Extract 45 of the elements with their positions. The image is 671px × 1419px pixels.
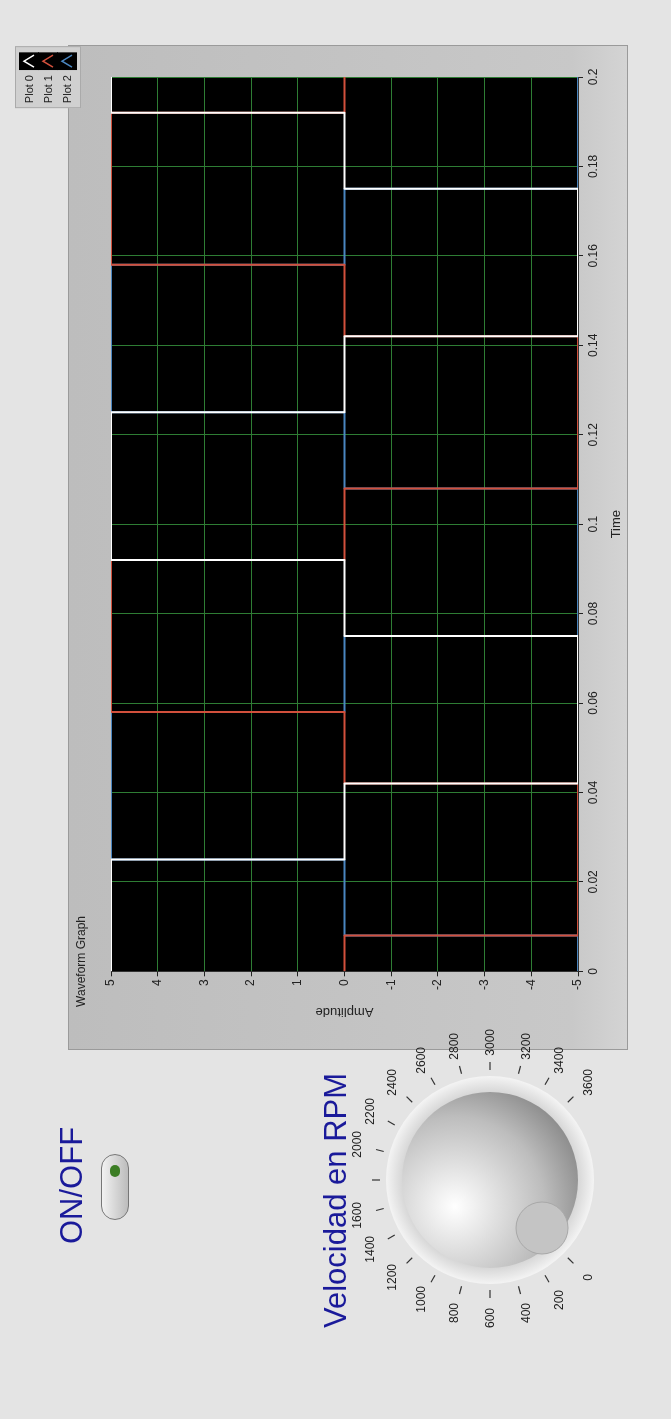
text: 1200 [385, 1264, 400, 1291]
text: 2400 [385, 1068, 400, 1096]
y-tick-label: 0.2 [586, 68, 601, 86]
text: 600 [483, 1308, 497, 1329]
y-tick-label: 0.02 [586, 869, 601, 894]
x-tick-label: 3 [196, 979, 211, 987]
x-axis-title: Amplitude [315, 1004, 374, 1020]
text: 3400 [552, 1046, 566, 1074]
text: 200 [552, 1289, 566, 1310]
x-tick-label: -5 [570, 979, 585, 990]
text: 2800 [447, 1033, 462, 1060]
text: 1400 [363, 1235, 378, 1263]
x-tick-label: 4 [150, 979, 165, 987]
y-tick-label: 0.08 [586, 601, 601, 626]
text: 0 [580, 1274, 595, 1281]
y-tick-label: 0.1 [586, 515, 601, 533]
y-tick-label: 0.18 [586, 154, 601, 179]
y-tick-label: 0.14 [586, 333, 601, 357]
legend-label: Plot 2 [61, 75, 73, 104]
text: 2600 [414, 1046, 428, 1074]
text: 3000 [483, 1028, 497, 1056]
x-tick-label: -4 [523, 979, 538, 990]
x-tick-label: 5 [103, 979, 118, 987]
x-tick-label: 0 [336, 979, 351, 987]
x-tick-label: -1 [383, 979, 398, 990]
text: ON/OFF [54, 1125, 90, 1246]
legend-label: Plot 0 [23, 75, 35, 104]
text: 3200 [518, 1033, 533, 1060]
y-tick-label: 0.04 [586, 780, 601, 805]
text: 2200 [363, 1097, 378, 1125]
text: 3600 [580, 1068, 595, 1096]
text: 400 [518, 1303, 533, 1324]
x-tick-label: -2 [430, 979, 445, 990]
x-tick-label: 2 [243, 979, 258, 987]
y-tick-label: 0.06 [586, 691, 601, 715]
x-tick-label: -3 [476, 979, 491, 990]
x-tick-label: 1 [290, 979, 305, 987]
y-tick-label: 0.12 [586, 422, 601, 447]
text: 1000 [414, 1286, 428, 1313]
legend-label: Plot 1 [42, 75, 54, 104]
y-tick-label: 0 [586, 967, 601, 975]
y-axis-title: Time [607, 509, 623, 539]
y-tick-label: 0.16 [586, 243, 601, 268]
text: Waveform Graph [74, 916, 88, 1007]
text: 800 [447, 1303, 462, 1324]
